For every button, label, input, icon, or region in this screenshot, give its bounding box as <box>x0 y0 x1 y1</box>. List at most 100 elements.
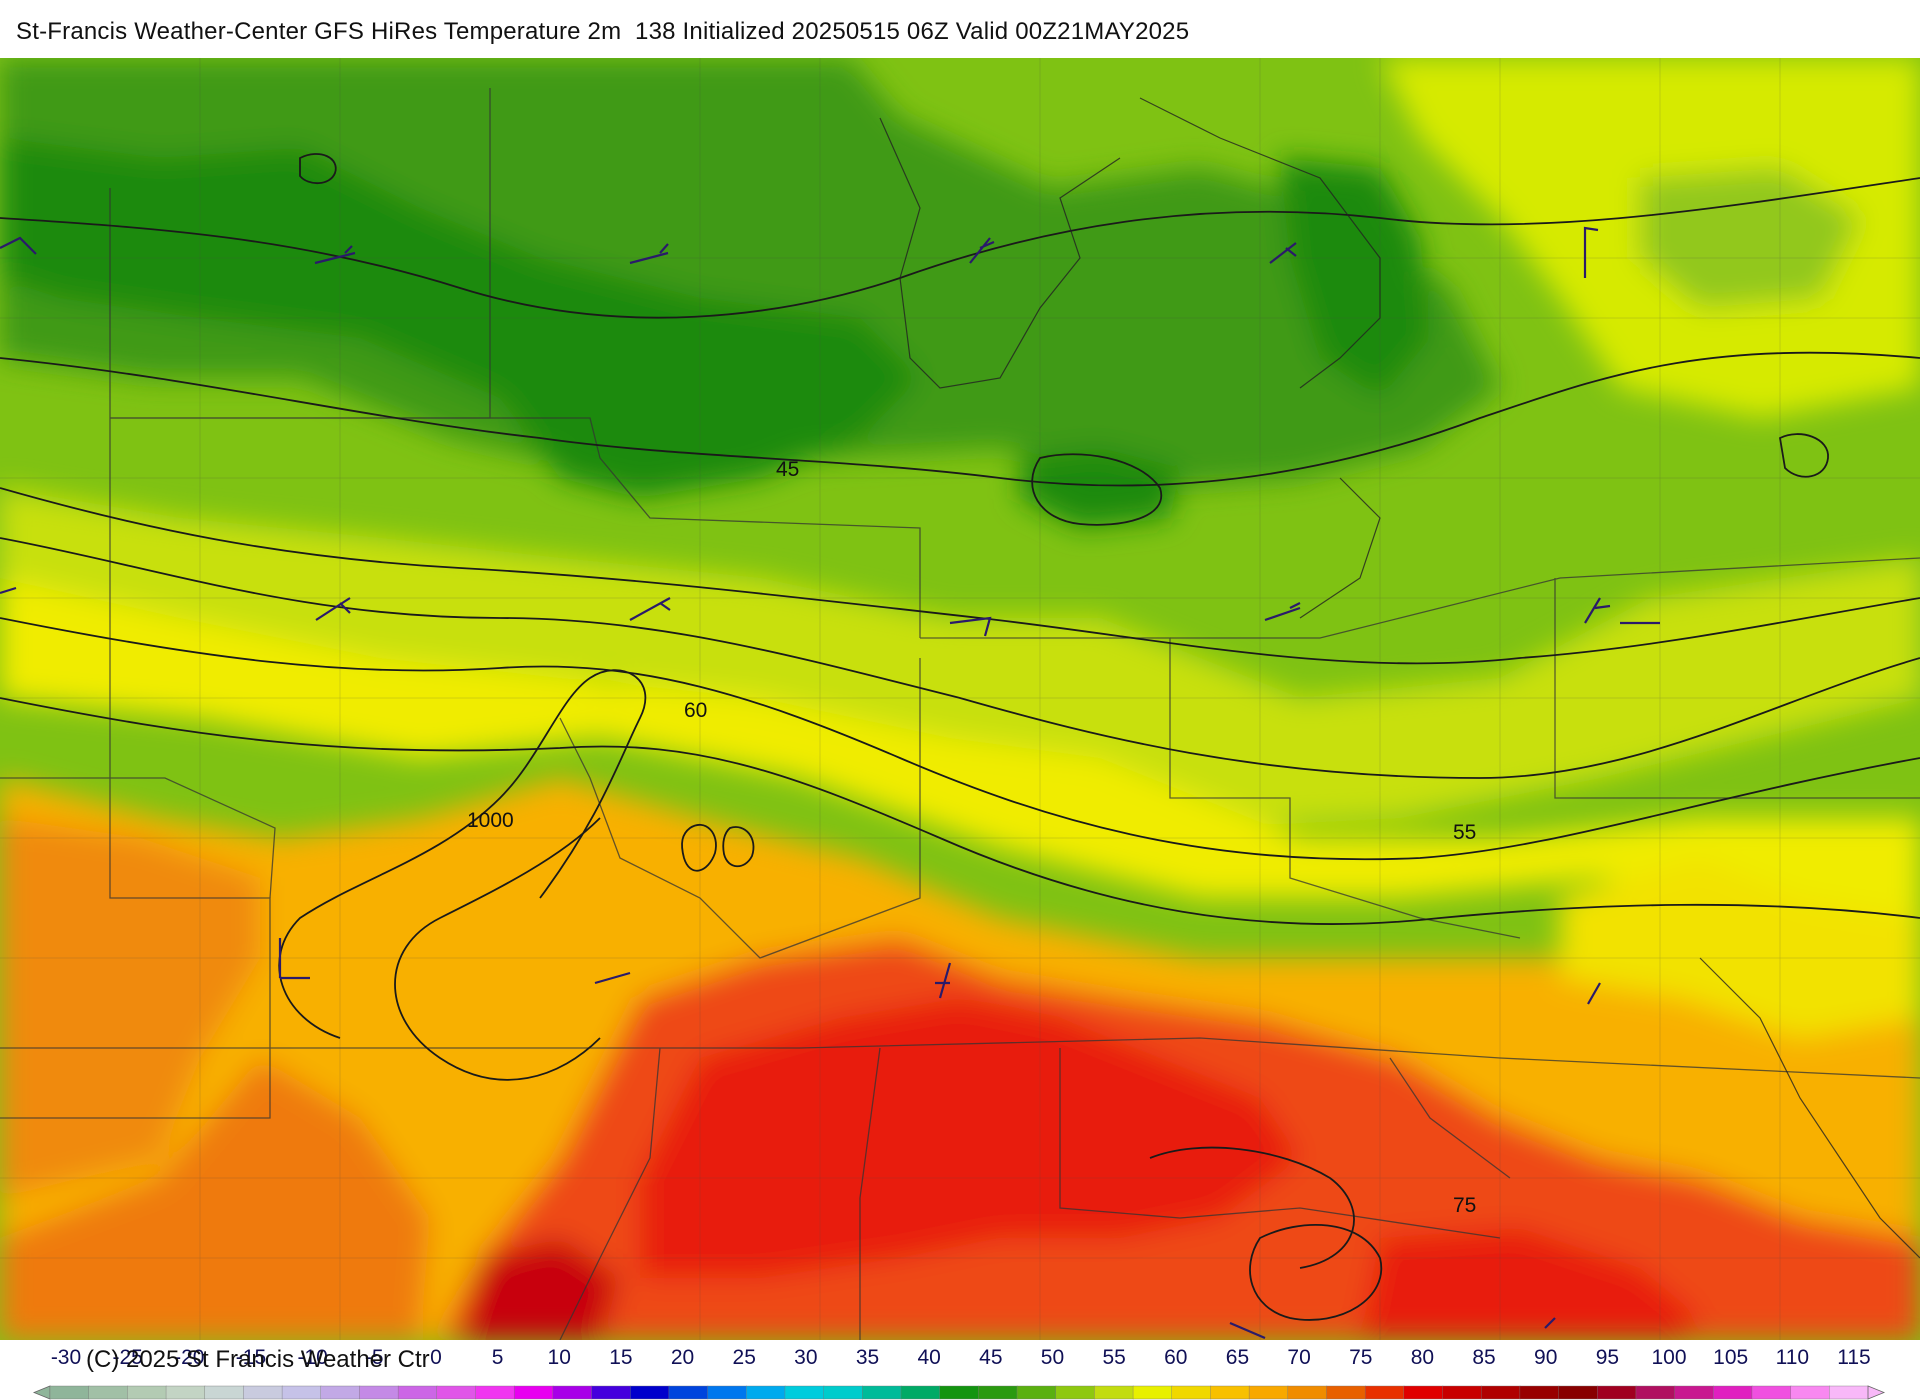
colorbar-swatch <box>1674 1385 1714 1400</box>
colorbar-tick-label: 0 <box>430 1346 442 1369</box>
wind-barb <box>0 586 17 595</box>
colorbar-swatch <box>1790 1385 1831 1400</box>
temperature-map: 45 60 1000 55 75 <box>0 58 1920 1340</box>
temp-band-80 <box>640 998 1300 1278</box>
contour-label-1000: 1000 <box>467 809 514 832</box>
wind-barb <box>1269 242 1297 264</box>
colorbar-swatch <box>1403 1385 1444 1400</box>
colorbar-swatch <box>900 1385 941 1400</box>
colorbar-swatch <box>1558 1385 1598 1400</box>
colorbar-tick-label: 20 <box>671 1346 694 1369</box>
wind-barb <box>969 237 995 264</box>
colorbar-swatch <box>939 1385 980 1400</box>
wind-barb <box>315 597 351 621</box>
colorbar-swatch <box>1635 1385 1676 1400</box>
temp-band-60 <box>0 578 1920 938</box>
colorbar-tick-label: 95 <box>1596 1346 1619 1369</box>
colorbar-swatch <box>88 1385 129 1400</box>
colorbar-swatch <box>1442 1385 1482 1400</box>
wind-barb <box>629 243 669 265</box>
contour-label-75: 75 <box>1453 1194 1476 1217</box>
colorbar-tick-label: 105 <box>1713 1346 1748 1369</box>
temp-band-40-c <box>1280 158 1430 398</box>
wind-barb <box>314 245 356 265</box>
colorbar-swatch <box>823 1385 863 1400</box>
colorbar-tick-label: -10 <box>297 1346 327 1369</box>
wind-barb <box>1583 226 1599 278</box>
colorbar-swatch <box>475 1385 515 1400</box>
colorbar-swatch <box>49 1385 90 1400</box>
wind-barb <box>1544 1317 1556 1329</box>
colorbar-swatch <box>1480 1385 1521 1400</box>
colorbar-tick-label: 50 <box>1041 1346 1064 1369</box>
colorbar-swatch <box>1364 1385 1405 1400</box>
colorbar-swatch <box>1132 1385 1173 1400</box>
contour-labels: 45 60 1000 55 75 <box>467 458 1476 1217</box>
temp-band-85 <box>460 1238 620 1340</box>
temp-band-70 <box>0 818 260 1198</box>
colorbar-tick-label: 65 <box>1226 1346 1249 1369</box>
colorbar-tick-label: 80 <box>1411 1346 1434 1369</box>
colorbar-swatch <box>1210 1385 1250 1400</box>
temp-band-40-b <box>1020 448 1180 528</box>
wind-barb <box>278 938 310 980</box>
colorbar-swatch <box>1287 1385 1328 1400</box>
colorbar-tick-label: 90 <box>1534 1346 1557 1369</box>
contour-label-60: 60 <box>684 699 707 722</box>
temperature-colorbar: -30 -25 -20 -15 -10 -5 0 5 10 15 20 25 30 35 40 45 50 55 6… <box>32 1346 1886 1400</box>
colorbar-tick-label: 25 <box>733 1346 756 1369</box>
colorbar-arrow-left <box>32 1385 51 1400</box>
colorbar-tick-label: -15 <box>236 1346 266 1369</box>
colorbar-tick-label: -25 <box>112 1346 142 1369</box>
colorbar-tick-label: -20 <box>174 1346 204 1369</box>
colorbar-swatch <box>1171 1385 1212 1400</box>
colorbar-swatch <box>1326 1385 1366 1400</box>
colorbar-tick-label: 85 <box>1472 1346 1495 1369</box>
colorbar-swatch <box>397 1385 438 1400</box>
colorbar-swatch <box>1094 1385 1134 1400</box>
wind-barbs <box>0 226 1660 1340</box>
coastline <box>879 97 1920 1259</box>
colorbar-swatch <box>359 1385 399 1400</box>
wind-barb <box>1587 982 1601 1005</box>
colorbar-swatch <box>1519 1385 1560 1400</box>
contour-label-55: 55 <box>1453 821 1476 844</box>
colorbar-swatch <box>1829 1385 1869 1400</box>
temp-band-70-b <box>0 1058 430 1340</box>
colorbar-tick-label: 70 <box>1287 1346 1310 1369</box>
colorbar-tick-label: -5 <box>365 1346 384 1369</box>
colorbar-tick-label: 40 <box>917 1346 940 1369</box>
temp-band-80-b <box>1360 1228 1700 1340</box>
colorbar-swatch <box>204 1385 245 1400</box>
colorbar-swatch <box>1713 1385 1753 1400</box>
colorbar-swatch <box>784 1385 825 1400</box>
wind-barb <box>0 236 37 255</box>
colorbar-swatch <box>1055 1385 1096 1400</box>
colorbar-tick-label: 15 <box>609 1346 632 1369</box>
wind-barb <box>949 616 992 637</box>
colorbar-tick-label: 35 <box>856 1346 879 1369</box>
colorbar-swatch <box>668 1385 709 1400</box>
colorbar-swatch <box>320 1385 361 1400</box>
boundary-lines <box>0 88 1920 1340</box>
wind-barb <box>1584 597 1611 624</box>
colorbar-swatches <box>32 1385 1886 1400</box>
colorbar-swatch <box>436 1385 477 1400</box>
temp-band-45 <box>0 58 1500 488</box>
colorbar-tick-label: 45 <box>979 1346 1002 1369</box>
colorbar-tick-label: -30 <box>51 1346 81 1369</box>
colorbar-tick-label: 55 <box>1102 1346 1125 1369</box>
wind-barb <box>1264 602 1301 622</box>
colorbar-swatch <box>707 1385 747 1400</box>
wind-barb <box>629 597 671 621</box>
colorbar-swatch <box>862 1385 902 1400</box>
contour-lines <box>0 153 1920 1321</box>
colorbar-tick-label: 10 <box>548 1346 571 1369</box>
colorbar-tick-label: 5 <box>492 1346 504 1369</box>
colorbar-tick-label: 75 <box>1349 1346 1372 1369</box>
wind-barb <box>594 971 631 985</box>
colorbar-tick-label: 110 <box>1776 1346 1809 1369</box>
colorbar-tick-label: 100 <box>1652 1346 1687 1369</box>
wind-barb <box>1229 1321 1266 1340</box>
colorbar-swatch <box>746 1385 786 1400</box>
